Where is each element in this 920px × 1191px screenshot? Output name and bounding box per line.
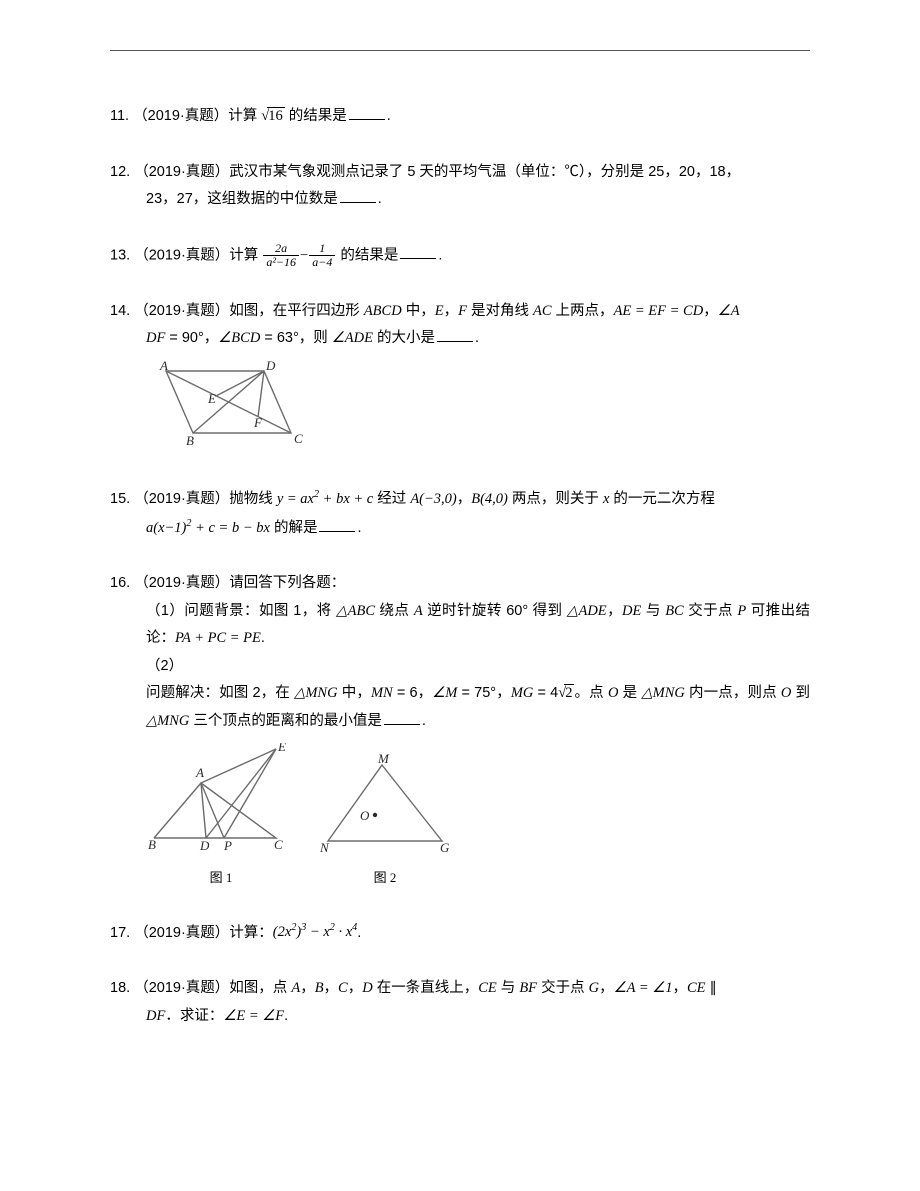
part-1: （1）问题背景：如图 1，将 △ABC 绕点 A 逆时针旋转 60° 得到 △A… bbox=[110, 598, 810, 653]
problem-13: 13. （2019·真题）计算 2a a²−16 − 1 a−4 的结果是. bbox=[110, 242, 810, 270]
svg-text:B: B bbox=[148, 837, 156, 852]
problem-tag: （2019·真题） bbox=[134, 164, 229, 180]
svg-text:P: P bbox=[223, 838, 232, 853]
tail: . bbox=[438, 247, 442, 263]
problem-number: 18. bbox=[110, 980, 130, 996]
problem-tag: （2019·真题） bbox=[134, 491, 229, 507]
problem-number: 11. bbox=[110, 108, 129, 124]
problem-17: 17. （2019·真题）计算：(2x2)3 − x2 · x4. bbox=[110, 919, 810, 947]
problem-16: 16. （2019·真题）请回答下列各题： （1）问题背景：如图 1，将 △AB… bbox=[110, 570, 810, 891]
fraction-2: 1 a−4 bbox=[309, 242, 335, 269]
svg-text:G: G bbox=[440, 840, 450, 853]
svg-text:F: F bbox=[253, 415, 263, 430]
problem-12: 12. （2019·真题）武汉市某气象观测点记录了 5 天的平均气温（单位：℃）… bbox=[110, 159, 810, 214]
problem-15: 15. （2019·真题）抛物线 y = ax2 + bx + c 经过 A(−… bbox=[110, 485, 810, 542]
figure-caption: 图 2 bbox=[320, 866, 450, 891]
svg-text:D: D bbox=[199, 838, 210, 853]
svg-text:E: E bbox=[207, 391, 216, 406]
tail: . bbox=[357, 520, 361, 536]
text-line2-wrap: a(x−1)2 + c = b − bx 的解是. bbox=[110, 514, 810, 542]
minus: − bbox=[300, 247, 308, 263]
text-line2: DF = 90°，∠BCD = 63°，则 ∠ADE 的大小是 bbox=[146, 330, 435, 346]
text: 计算 bbox=[229, 247, 262, 263]
text: 计算 bbox=[228, 108, 261, 124]
text-line2-wrap: DF．求证：∠E = ∠F. bbox=[110, 1003, 810, 1031]
text-line2-wrap: 23，27，这组数据的中位数是. bbox=[110, 186, 810, 214]
tail: . bbox=[475, 330, 479, 346]
part-text: 问题背景：如图 1，将 △ABC 绕点 A 逆时针旋转 60° 得到 △ADE，… bbox=[146, 603, 810, 647]
answer-blank[interactable] bbox=[319, 517, 355, 532]
svg-text:M: M bbox=[377, 753, 390, 766]
part-text: 问题解决：如图 2，在 △MNG 中，MN = 6，∠M = 75°，MG = … bbox=[146, 685, 810, 729]
answer-blank[interactable] bbox=[349, 106, 385, 121]
page: 11. （2019·真题）计算 16 的结果是. 12. （2019·真题）武汉… bbox=[0, 0, 920, 1191]
problem-number: 17. bbox=[110, 924, 130, 940]
text-line1: 如图，点 A，B，C，D 在一条直线上，CE 与 BF 交于点 G，∠A = ∠… bbox=[229, 980, 717, 996]
answer-blank[interactable] bbox=[384, 710, 420, 725]
part-label: （1） bbox=[146, 603, 184, 619]
lead: 请回答下列各题： bbox=[229, 575, 345, 591]
problem-18: 18. （2019·真题）如图，点 A，B，C，D 在一条直线上，CE 与 BF… bbox=[110, 975, 810, 1030]
problem-number: 12. bbox=[110, 164, 130, 180]
svg-text:E: E bbox=[277, 743, 286, 754]
part-label: （2） bbox=[146, 658, 183, 674]
svg-text:C: C bbox=[294, 431, 303, 446]
figures-16: A E B C D P 图 1 M bbox=[146, 743, 810, 890]
text-line2: DF．求证：∠E = ∠F. bbox=[146, 1008, 288, 1024]
svg-text:N: N bbox=[320, 840, 330, 853]
problem-tag: （2019·真题） bbox=[134, 247, 229, 263]
fig1-svg: A E B C D P bbox=[146, 743, 296, 853]
problem-number: 14. bbox=[110, 303, 130, 319]
problem-tag: （2019·真题） bbox=[134, 980, 229, 996]
svg-text:A: A bbox=[159, 361, 168, 373]
tail: . bbox=[422, 713, 426, 729]
text-line2: 23，27，这组数据的中位数是 bbox=[146, 191, 338, 207]
problem-number: 16. bbox=[110, 575, 130, 591]
problem-14: 14. （2019·真题）如图，在平行四边形 ABCD 中，E，F 是对角线 A… bbox=[110, 298, 810, 458]
problem-tag: （2019·真题） bbox=[134, 303, 229, 319]
tail: . bbox=[378, 191, 382, 207]
answer-blank[interactable] bbox=[340, 189, 376, 204]
figure-16-2: M N G O 图 2 bbox=[320, 753, 450, 890]
part-2-label: （2） bbox=[110, 653, 810, 681]
part-2-text: 问题解决：如图 2，在 △MNG 中，MN = 6，∠M = 75°，MG = … bbox=[110, 680, 810, 735]
problem-tag: （2019·真题） bbox=[134, 575, 229, 591]
problem-number: 15. bbox=[110, 491, 130, 507]
svg-text:B: B bbox=[186, 433, 194, 447]
text: 计算：(2x2)3 − x2 · x4. bbox=[229, 924, 361, 940]
text-line1: 武汉市某气象观测点记录了 5 天的平均气温（单位：℃），分别是 25，20，18… bbox=[229, 164, 740, 180]
text-line2: a(x−1)2 + c = b − bx 的解是 bbox=[146, 520, 317, 536]
tail: . bbox=[387, 108, 391, 124]
svg-text:O: O bbox=[360, 808, 370, 823]
top-rule bbox=[110, 50, 810, 51]
problem-number: 13. bbox=[110, 247, 130, 263]
figure-16-1: A E B C D P 图 1 bbox=[146, 743, 296, 890]
answer-blank[interactable] bbox=[437, 328, 473, 343]
text: 的结果是 bbox=[340, 247, 398, 263]
text-line1: 如图，在平行四边形 ABCD 中，E，F 是对角线 AC 上两点，AE = EF… bbox=[229, 303, 739, 319]
text-line1: 抛物线 y = ax2 + bx + c 经过 A(−3,0)，B(4,0) 两… bbox=[229, 491, 715, 507]
svg-text:C: C bbox=[274, 837, 283, 852]
sqrt-16: 16 bbox=[261, 103, 284, 131]
text-line2-wrap: DF = 90°，∠BCD = 63°，则 ∠ADE 的大小是. bbox=[110, 325, 810, 353]
figure-caption: 图 1 bbox=[146, 866, 296, 891]
text: 的结果是 bbox=[289, 108, 347, 124]
fig2-svg: M N G O bbox=[320, 753, 450, 853]
problem-tag: （2019·真题） bbox=[133, 108, 228, 124]
figure-14: A D B C E F bbox=[146, 361, 810, 458]
problem-tag: （2019·真题） bbox=[134, 924, 229, 940]
fraction-1: 2a a²−16 bbox=[263, 242, 299, 269]
answer-blank[interactable] bbox=[400, 245, 436, 260]
svg-text:D: D bbox=[265, 361, 276, 373]
svg-text:A: A bbox=[195, 765, 204, 780]
parallelogram-svg: A D B C E F bbox=[146, 361, 316, 447]
problem-11: 11. （2019·真题）计算 16 的结果是. bbox=[110, 103, 810, 131]
